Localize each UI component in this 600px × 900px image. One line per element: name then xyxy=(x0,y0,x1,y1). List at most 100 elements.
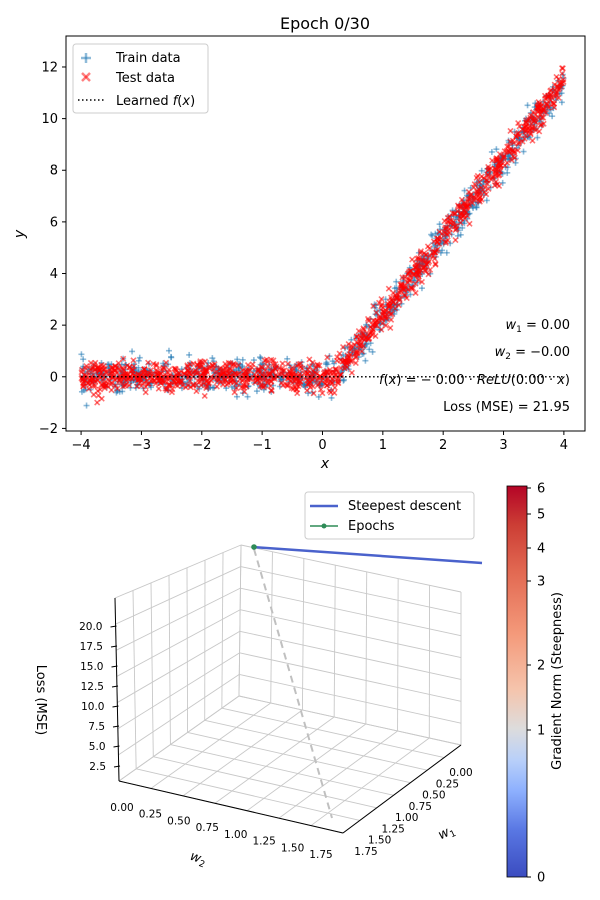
test-point xyxy=(426,245,433,252)
train-point xyxy=(366,346,373,353)
train-point xyxy=(78,351,85,358)
test-point xyxy=(507,138,514,145)
z-tick-label: 15.0 xyxy=(80,661,103,673)
test-point xyxy=(279,360,286,367)
test-point xyxy=(134,377,141,384)
train-point xyxy=(369,348,376,355)
test-point xyxy=(264,358,271,365)
grid-line xyxy=(150,702,271,789)
grid-line xyxy=(132,590,137,769)
w2-tick-label: 0.75 xyxy=(196,822,219,834)
test-point xyxy=(198,362,206,370)
w1-tick-label: 1.25 xyxy=(381,823,404,835)
test-point xyxy=(388,294,395,301)
test-point xyxy=(240,377,247,384)
test-point xyxy=(173,367,180,374)
test-point xyxy=(551,86,558,93)
test-point xyxy=(108,386,115,394)
test-point xyxy=(483,177,491,184)
test-point xyxy=(309,368,317,375)
legend-plus-marker xyxy=(81,53,91,63)
train-point xyxy=(324,361,331,368)
test-point xyxy=(264,363,271,370)
x-tick-label: −1 xyxy=(253,438,272,453)
train-point xyxy=(135,357,142,364)
colorbar-tick-label: 6 xyxy=(537,482,545,497)
test-point xyxy=(376,299,383,306)
grid-line xyxy=(115,587,241,651)
x-axis-label: x xyxy=(320,456,330,472)
grid-line xyxy=(115,566,241,625)
w1-tick-label: 0.50 xyxy=(422,790,445,802)
colorbar-tick-label: 0 xyxy=(537,871,545,886)
y-tick-label: −2 xyxy=(39,422,58,437)
train-point xyxy=(488,148,495,155)
test-point xyxy=(297,360,304,367)
x-tick-label: 3 xyxy=(499,438,507,453)
test-point xyxy=(476,178,483,186)
grid-line xyxy=(365,571,368,725)
train-point xyxy=(186,351,193,358)
test-point xyxy=(166,372,173,379)
test-point xyxy=(550,100,558,107)
grid-line xyxy=(170,744,394,796)
test-point xyxy=(248,364,256,371)
z-tick-mark xyxy=(113,765,121,768)
z-tick-label: 12.5 xyxy=(81,681,104,693)
test-point xyxy=(530,109,537,116)
test-point xyxy=(317,374,325,381)
test-point xyxy=(231,389,238,396)
dashed-projection-line xyxy=(253,548,333,819)
test-point xyxy=(432,260,439,267)
train-point xyxy=(129,348,136,355)
test-point xyxy=(484,171,491,178)
test-point xyxy=(366,334,373,342)
test-point xyxy=(142,389,149,396)
test-point xyxy=(270,357,277,364)
grid-line xyxy=(239,673,462,724)
train-point xyxy=(457,231,464,238)
grid-line xyxy=(117,630,241,703)
grid-line xyxy=(153,756,377,809)
test-point xyxy=(291,384,299,391)
w2-tick-label: 1.25 xyxy=(252,836,275,848)
z-tick-label: 5.0 xyxy=(89,741,106,753)
legend-steepest-label: Steepest descent xyxy=(348,499,461,514)
test-point xyxy=(201,380,208,387)
test-point xyxy=(454,202,462,209)
train-point xyxy=(78,388,85,395)
test-point xyxy=(378,303,385,310)
z-tick-label: 20.0 xyxy=(79,621,102,633)
test-point xyxy=(185,367,192,374)
surface-legend: Steepest descent Epochs xyxy=(304,491,475,540)
test-point xyxy=(311,375,318,382)
test-point xyxy=(97,386,104,393)
y-axis-label: y xyxy=(12,229,28,239)
colorbar-tick-label: 3 xyxy=(537,575,545,590)
train-point xyxy=(393,284,400,291)
test-point xyxy=(429,249,436,256)
test-point xyxy=(319,390,326,397)
test-point xyxy=(352,360,359,367)
colorbar-gradient xyxy=(506,485,528,878)
test-point xyxy=(379,308,387,315)
z-axis-line xyxy=(114,597,120,782)
train-point xyxy=(209,355,216,362)
test-point xyxy=(184,362,191,369)
train-point xyxy=(362,357,369,364)
test-point xyxy=(284,382,291,389)
test-point xyxy=(412,289,419,297)
test-point xyxy=(373,309,380,316)
test-point xyxy=(124,362,131,369)
test-point xyxy=(457,219,464,226)
test-point xyxy=(357,341,364,348)
z-tick-mark xyxy=(112,705,119,708)
train-point xyxy=(504,169,511,176)
test-point xyxy=(162,359,170,366)
test-point xyxy=(458,196,465,203)
test-point xyxy=(522,128,529,135)
test-point xyxy=(203,384,210,392)
test-point xyxy=(529,137,536,144)
test-point xyxy=(405,269,412,277)
